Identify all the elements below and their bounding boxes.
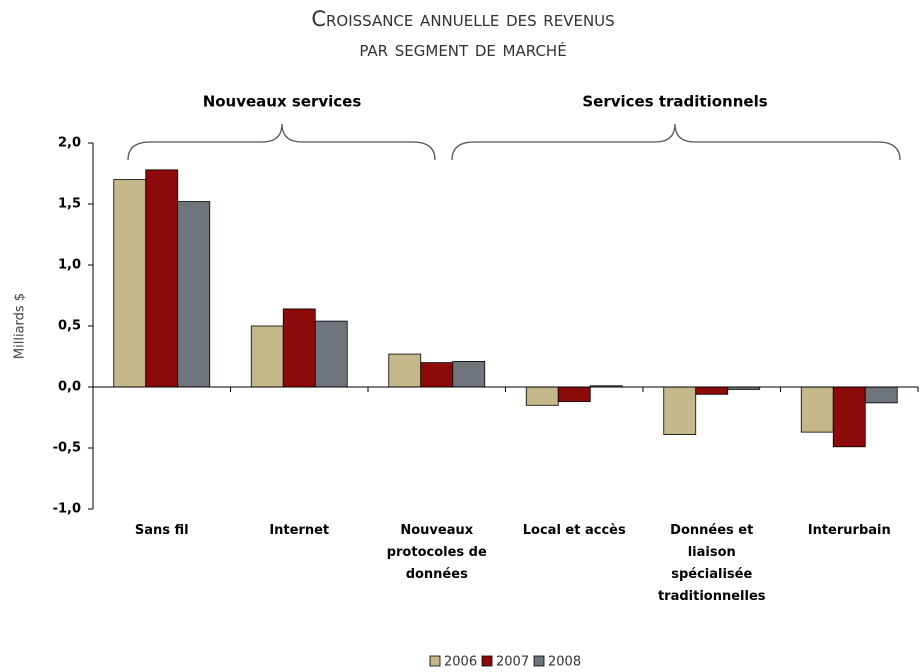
bar	[314, 320, 348, 388]
x-tick-label: Local et accès	[522, 523, 626, 538]
y-tick-label: -0,5	[53, 441, 81, 456]
legend-swatch	[481, 655, 493, 667]
legend-swatch	[533, 655, 545, 667]
x-tick-label: Sans fil	[134, 523, 189, 538]
y-tick-label: 1,0	[58, 258, 81, 273]
bar	[420, 362, 454, 388]
bar	[800, 386, 834, 433]
bar	[663, 386, 697, 435]
chart-title: par segment de marché	[359, 37, 566, 61]
group-brace	[127, 123, 436, 161]
legend-label: 2007	[496, 655, 529, 670]
bar	[832, 386, 866, 448]
x-tick-label: Interurbain	[807, 523, 891, 538]
x-tick-label: Internet	[269, 523, 330, 538]
bar	[695, 386, 729, 395]
bar	[525, 386, 559, 406]
bar	[388, 353, 422, 388]
bar	[282, 308, 316, 388]
legend-label: 2006	[444, 655, 477, 670]
group-label: Nouveaux services	[203, 93, 362, 111]
bar	[177, 201, 211, 388]
y-tick-label: 1,5	[58, 197, 81, 212]
y-axis-label: Milliards $	[13, 293, 28, 359]
bar	[145, 169, 179, 388]
bar	[452, 360, 486, 388]
bar	[250, 325, 284, 388]
bar	[864, 386, 898, 404]
group-label: Services traditionnels	[582, 93, 767, 111]
x-tick-label: Nouveaux protocoles de données	[386, 523, 487, 582]
bar	[113, 179, 147, 388]
legend-label: 2008	[548, 655, 581, 670]
y-tick-label: -1,0	[53, 502, 81, 517]
y-tick-label: 2,0	[58, 136, 81, 151]
legend-swatch	[429, 655, 441, 667]
bar	[557, 386, 591, 403]
chart-title: Croissance annuelle des revenus	[311, 7, 614, 31]
y-tick-label: 0,5	[58, 319, 81, 334]
group-brace	[451, 123, 901, 161]
x-tick-label: Données et liaison spécialisée tradition…	[657, 523, 766, 604]
y-tick-label: 0,0	[58, 380, 81, 395]
